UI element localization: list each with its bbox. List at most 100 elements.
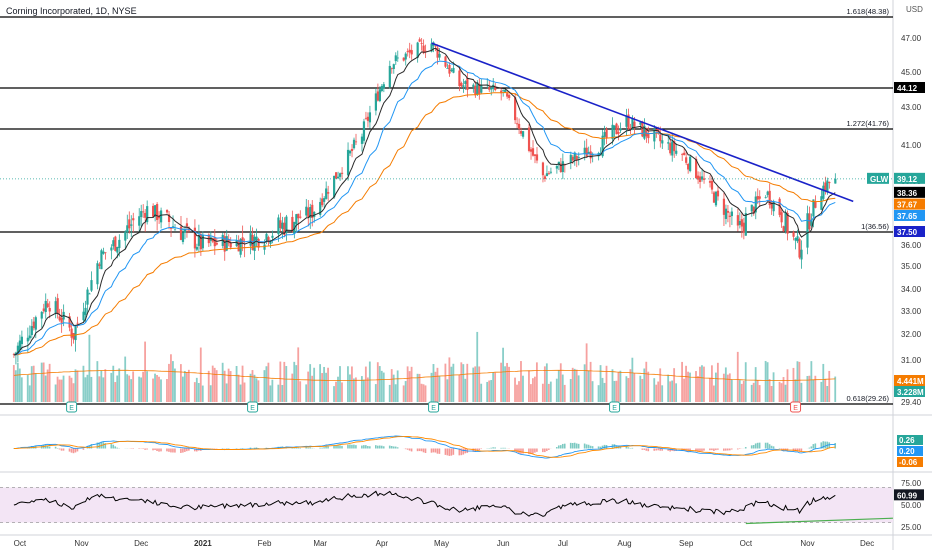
- macd-histogram-bar: [74, 448, 77, 453]
- macd-histogram-bar: [744, 447, 747, 449]
- rsi-tick-label: 75.00: [901, 479, 922, 488]
- candle-body: [173, 229, 177, 231]
- macd-histogram-bar: [295, 447, 298, 449]
- volume-bar: [520, 361, 522, 402]
- volume-bar: [647, 371, 650, 402]
- macd-histogram-bar: [158, 448, 160, 452]
- candle-body: [744, 213, 747, 236]
- macd-histogram-bar: [253, 447, 256, 449]
- candle-body: [152, 205, 155, 217]
- volume-bar: [30, 366, 33, 402]
- macd-histogram-bar: [337, 445, 339, 449]
- candle-body: [34, 317, 37, 330]
- volume-bar: [750, 384, 753, 402]
- volume-bar: [313, 367, 316, 402]
- macd-histogram-bar: [90, 444, 93, 449]
- volume-bar: [396, 370, 399, 402]
- volume-bar: [766, 362, 769, 402]
- macd-histogram-bar: [555, 447, 558, 449]
- x-tick-label: Nov: [800, 539, 814, 548]
- volume-bar: [782, 377, 785, 402]
- volume-bar: [179, 364, 182, 402]
- volume-bar: [54, 384, 57, 402]
- candle-body: [466, 77, 469, 90]
- volume-bar: [808, 375, 811, 402]
- macd-histogram-bar: [182, 448, 184, 453]
- macd-histogram-bar: [681, 448, 683, 451]
- candle-body: [269, 240, 272, 244]
- candle-body: [661, 140, 664, 144]
- macd-histogram-bar: [186, 448, 188, 452]
- candle-body: [490, 87, 493, 90]
- volume-bar: [118, 368, 121, 402]
- macd-histogram-bar: [462, 448, 465, 455]
- macd-histogram-bar: [573, 442, 576, 449]
- macd-histogram-bar: [528, 448, 530, 455]
- macd-histogram-bar: [561, 443, 564, 449]
- macd-histogram-bar: [166, 448, 168, 452]
- macd-histogram-bar: [571, 443, 574, 449]
- candle-body: [124, 231, 127, 241]
- candle-body: [740, 219, 743, 227]
- candle-body: [631, 118, 634, 130]
- candle-body: [410, 50, 413, 55]
- candle-body: [535, 154, 539, 161]
- macd-histogram-bar: [98, 442, 101, 449]
- candle-body: [118, 239, 121, 249]
- volume-bar: [102, 377, 105, 402]
- volume-bar: [516, 384, 518, 402]
- volume-bar: [82, 365, 85, 402]
- x-tick-label: Feb: [258, 539, 272, 548]
- macd-histogram-bar: [341, 445, 343, 449]
- candle-body: [179, 226, 183, 240]
- macd-histogram-bar: [323, 447, 325, 449]
- volume-bar: [90, 376, 93, 402]
- rsi-value-label: 60.99: [897, 491, 918, 500]
- macd-histogram-bar: [490, 447, 492, 449]
- fib-level-label: 1.272(41.76): [846, 119, 889, 128]
- macd-histogram-bar: [814, 443, 817, 449]
- candle-body: [211, 238, 214, 242]
- volume-bar: [351, 366, 353, 402]
- volume-bar: [605, 365, 608, 402]
- volume-bar: [277, 384, 280, 402]
- volume-bar: [382, 372, 385, 402]
- candle-body: [394, 55, 397, 62]
- volume-bar: [323, 366, 325, 402]
- candle-body: [585, 147, 588, 157]
- volume-bar: [500, 362, 502, 402]
- candle-body: [76, 322, 79, 324]
- macd-histogram-bar: [770, 445, 773, 449]
- candle-body: [297, 213, 300, 219]
- candle-body: [708, 181, 712, 183]
- volume-bar: [68, 375, 71, 402]
- macd-histogram-bar: [472, 448, 475, 452]
- volume-bar: [522, 375, 524, 402]
- macd-histogram-bar: [444, 448, 447, 455]
- candle-body: [587, 151, 590, 154]
- candle-body: [452, 67, 455, 73]
- candle-body: [549, 171, 553, 173]
- price-badge-label: 44.12: [897, 84, 918, 93]
- earnings-marker: [609, 401, 621, 413]
- volume-bar: [744, 362, 747, 402]
- candle-body: [82, 311, 85, 321]
- volume-bar: [257, 380, 260, 402]
- macd-histogram-bar: [174, 448, 176, 453]
- candle-body: [772, 201, 775, 212]
- candle-body: [516, 123, 519, 125]
- volume-bar: [124, 356, 127, 402]
- macd-histogram-bar: [406, 448, 409, 450]
- price-badge: [894, 226, 925, 237]
- volume-bar: [438, 375, 441, 402]
- macd-histogram-bar: [613, 444, 616, 449]
- volume-bar: [673, 368, 676, 402]
- candle-body: [555, 165, 558, 169]
- candle-body: [199, 234, 202, 250]
- volume-bar: [603, 382, 606, 402]
- candle-body: [424, 50, 427, 52]
- volume-bar: [770, 386, 773, 402]
- candle-body: [724, 208, 728, 219]
- macd-histogram-bar: [516, 448, 518, 453]
